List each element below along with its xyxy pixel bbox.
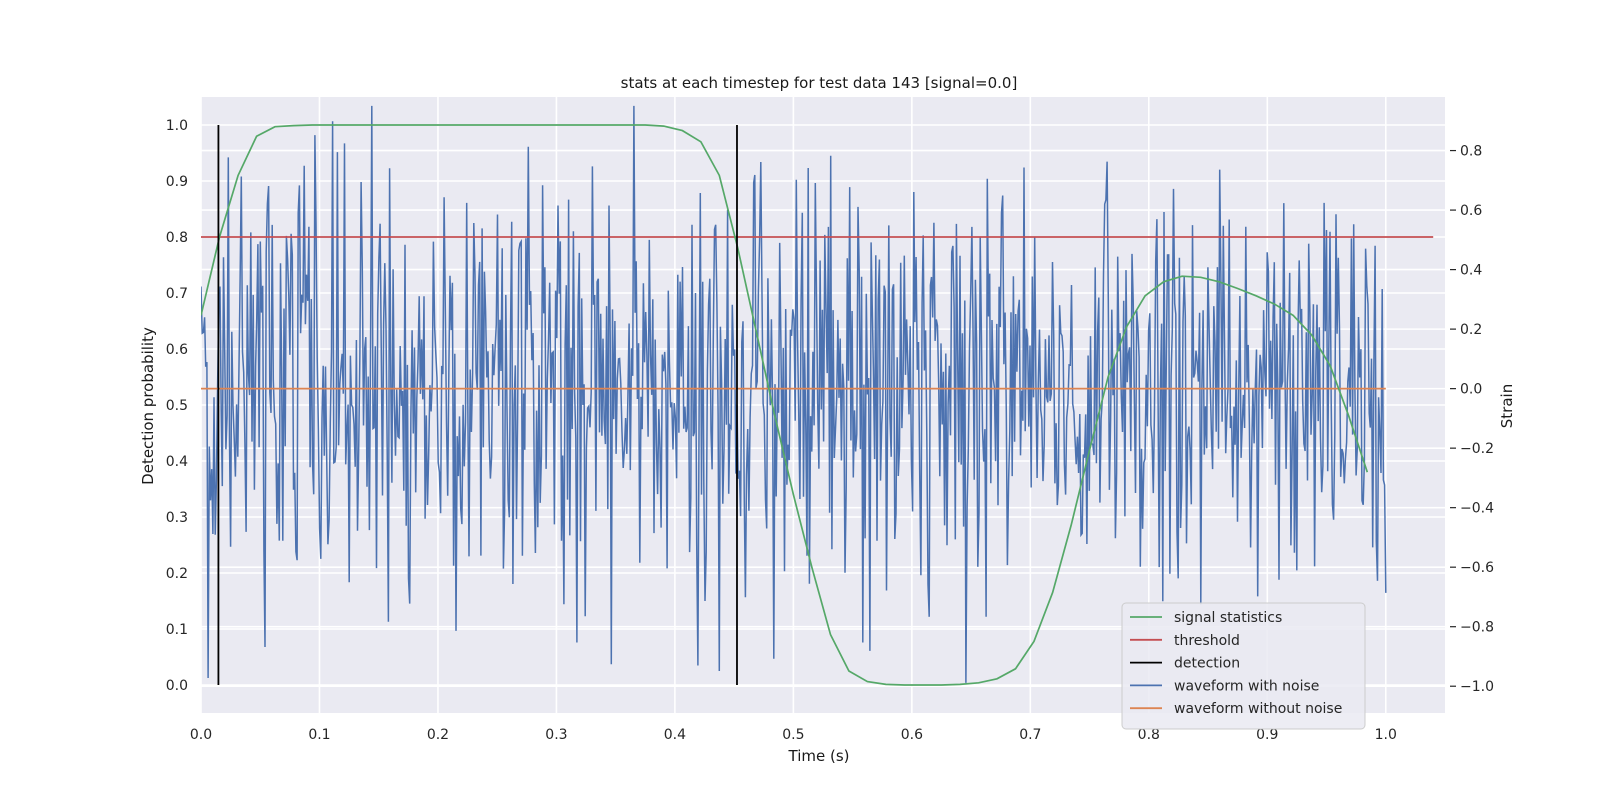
y2-tick-label: −0.8 — [1460, 620, 1494, 636]
y-tick-label: 0.8 — [166, 230, 188, 246]
y-tick-label: 0.4 — [166, 454, 188, 470]
x-tick-label: 0.8 — [1138, 727, 1160, 743]
signal-statistics-line — [201, 124, 1369, 686]
legend: signal statistics threshold detection wavef… — [1121, 602, 1366, 730]
y2-tick-label: 0.8 — [1460, 144, 1482, 160]
x-tick-label: 0.1 — [308, 727, 330, 743]
y2-tick-label: −0.4 — [1460, 501, 1494, 517]
chart-title: stats at each timestep for test data 143… — [621, 74, 1018, 92]
legend-entry-label: detection — [1174, 656, 1240, 672]
x-axis-label: Time (s) — [788, 747, 850, 765]
x-axis-ticks: 0.0 0.1 0.2 0.3 0.4 0.5 0.6 0.7 0.8 0.9 1.0 — [190, 727, 1397, 743]
plot-series — [201, 105, 1434, 686]
x-tick-label: 0.2 — [427, 727, 449, 743]
legend-entry-label: threshold — [1174, 633, 1240, 649]
y-axis-ticks: 0.0 0.1 0.2 0.3 0.4 0.5 0.6 0.7 0.8 0.9 1.0 — [166, 118, 188, 694]
legend-entry-label: signal statistics — [1174, 610, 1282, 626]
y2-axis-ticks: −1.0 −0.8 −0.6 −0.4 −0.2 0.0 0.2 0.4 0.6 0.8 — [1450, 144, 1494, 695]
y-tick-label: 0.1 — [166, 622, 188, 638]
y2-tick-label: 0.2 — [1460, 322, 1482, 338]
legend-box — [1121, 602, 1366, 730]
x-tick-label: 0.9 — [1256, 727, 1278, 743]
x-tick-label: 0.0 — [190, 727, 212, 743]
y-tick-label: 0.3 — [166, 510, 188, 526]
x-tick-label: 0.5 — [782, 727, 804, 743]
waveform-with-noise-line — [201, 105, 1387, 683]
y2-axis-label: Strain — [1498, 384, 1516, 428]
y-tick-label: 0.6 — [166, 342, 188, 358]
y2-tick-label: −0.2 — [1460, 441, 1494, 457]
y2-tick-label: 0.6 — [1460, 203, 1482, 219]
y-tick-label: 0.5 — [166, 398, 188, 414]
legend-entry-label: waveform without noise — [1174, 701, 1342, 717]
y2-tick-label: 0.0 — [1460, 382, 1482, 398]
y-tick-label: 0.7 — [166, 286, 188, 302]
y-tick-label: 1.0 — [166, 118, 188, 134]
y2-tick-label: −0.6 — [1460, 560, 1494, 576]
y-tick-label: 0.2 — [166, 566, 188, 582]
y2-tick-label: 0.4 — [1460, 263, 1482, 279]
x-tick-label: 0.6 — [901, 727, 923, 743]
x-tick-label: 0.4 — [664, 727, 686, 743]
y-tick-label: 0.9 — [166, 174, 188, 190]
x-tick-label: 0.3 — [545, 727, 567, 743]
y2-tick-label: −1.0 — [1460, 679, 1494, 695]
y-axis-label: Detection probability — [139, 327, 157, 485]
legend-entry-label: waveform with noise — [1174, 678, 1319, 694]
x-tick-label: 0.7 — [1019, 727, 1041, 743]
x-tick-label: 1.0 — [1375, 727, 1397, 743]
y-tick-label: 0.0 — [166, 678, 188, 694]
